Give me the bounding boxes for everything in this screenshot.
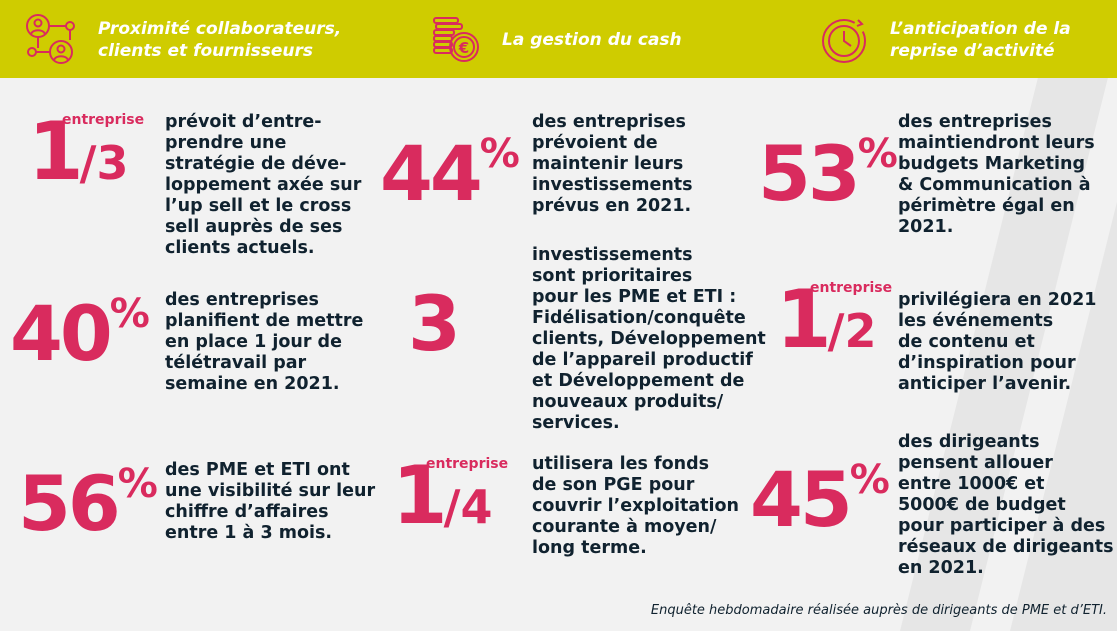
fraction-numerator: 1 [28, 105, 84, 198]
stat-text: des entreprises planifient de mettre en … [165, 290, 364, 394]
fraction-denominator: /3 [79, 136, 129, 190]
header-item-anticipation: L’anticipation de la reprise d’activité [818, 14, 1071, 66]
percent-sign: % [479, 131, 520, 177]
stat-value: 53 [758, 129, 861, 218]
stat-fraction-one-third: 1/3 entreprise [28, 112, 144, 192]
stat-text: prévoit d’entre- prendre une stratégie d… [165, 112, 362, 258]
stat-percent-56: 56% [18, 464, 158, 542]
stat-text: utilisera les fonds de son PGE pour couv… [532, 454, 739, 558]
stat-percent-40: 40% [10, 294, 150, 372]
stat-value: 45 [750, 455, 853, 544]
header-title: La gestion du cash [502, 30, 682, 50]
percent-sign: % [857, 131, 898, 177]
stat-number-3: 3 [408, 286, 461, 362]
stat-percent-53: 53% [758, 134, 898, 212]
clock-anticipation-icon [822, 19, 866, 63]
header-item-proximity: Proximité collaborateurs, clients et fou… [26, 14, 341, 66]
percent-sign: % [849, 457, 890, 503]
percent-sign: % [117, 461, 158, 507]
stat-percent-44: 44% [380, 134, 520, 212]
network-people-icon [26, 14, 75, 64]
fraction-denominator: /4 [443, 480, 493, 534]
stat-percent-45: 45% [750, 460, 890, 538]
header-item-cash: € La gestion du cash [430, 14, 682, 66]
stat-fraction-one-quarter: 1/4 entreprise [392, 456, 508, 536]
svg-text:€: € [458, 39, 469, 57]
percent-sign: % [109, 291, 150, 337]
fraction-denominator: /2 [827, 304, 877, 358]
stat-text: investissements sont prioritaires pour l… [532, 245, 766, 433]
fraction-numerator: 1 [776, 273, 832, 366]
fraction-label: entreprise [426, 456, 509, 472]
stat-text: des entreprises maintiendront leurs budg… [898, 112, 1095, 237]
stat-text: des PME et ETI ont une visibilité sur le… [165, 460, 376, 543]
stat-text: privilégiera en 2021 les événements de c… [898, 290, 1097, 394]
stat-text: des dirigeants pensent allouer entre 100… [898, 432, 1114, 578]
header-title: L’anticipation de la reprise d’activité [890, 19, 1071, 61]
fraction-label: entreprise [62, 112, 145, 128]
stat-value: 56 [18, 459, 121, 548]
header-banner: Proximité collaborateurs, clients et fou… [0, 0, 1117, 78]
header-title: Proximité collaborateurs, clients et fou… [98, 19, 342, 61]
fraction-label: entreprise [810, 280, 893, 296]
fraction-numerator: 1 [392, 449, 448, 542]
stat-fraction-one-half: 1/2 entreprise [776, 280, 892, 360]
stat-text: des entreprises prévoient de maintenir l… [532, 112, 693, 216]
stat-value: 44 [380, 129, 483, 218]
euro-coins-icon: € [433, 17, 479, 62]
stat-value: 3 [408, 279, 461, 368]
source-footnote: Enquête hebdomadaire réalisée auprès de … [650, 603, 1107, 618]
stat-value: 40 [10, 289, 113, 378]
